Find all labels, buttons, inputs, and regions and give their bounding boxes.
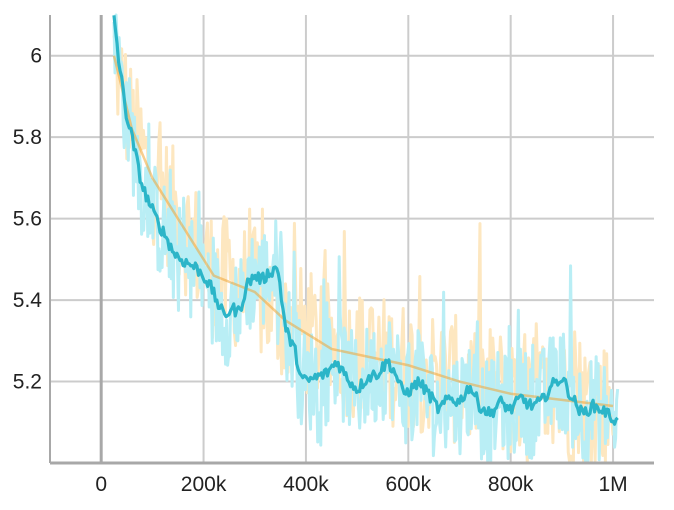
y-tick-label: 6	[30, 45, 42, 68]
x-tick-label: 1M	[598, 473, 627, 496]
grid-lines	[50, 15, 654, 463]
orange-smoothed-series	[112, 55, 614, 408]
x-tick-label: 200k	[181, 473, 227, 496]
y-tick-label: 5.2	[13, 371, 42, 394]
y-tick-label: 5.8	[13, 126, 42, 149]
orange-smoothed-line	[112, 55, 614, 408]
x-tick-label: 800k	[488, 473, 534, 496]
x-tick-label: 600k	[386, 473, 432, 496]
y-axis-ticks: 5.2 5.4 5.6 5.8 6	[13, 45, 43, 394]
axes	[49, 15, 654, 465]
teal-smoothed-line	[112, 15, 619, 426]
x-axis-ticks: 0 200k 400k 600k 800k 1M	[95, 473, 627, 496]
y-tick-label: 5.6	[13, 208, 42, 231]
teal-raw-line	[112, 13, 620, 465]
teal-smoothed-series	[112, 15, 619, 426]
y-tick-label: 5.4	[13, 289, 43, 312]
teal-raw-series	[112, 13, 620, 465]
x-tick-label: 400k	[283, 473, 329, 496]
x-tick-label: 0	[95, 473, 107, 496]
